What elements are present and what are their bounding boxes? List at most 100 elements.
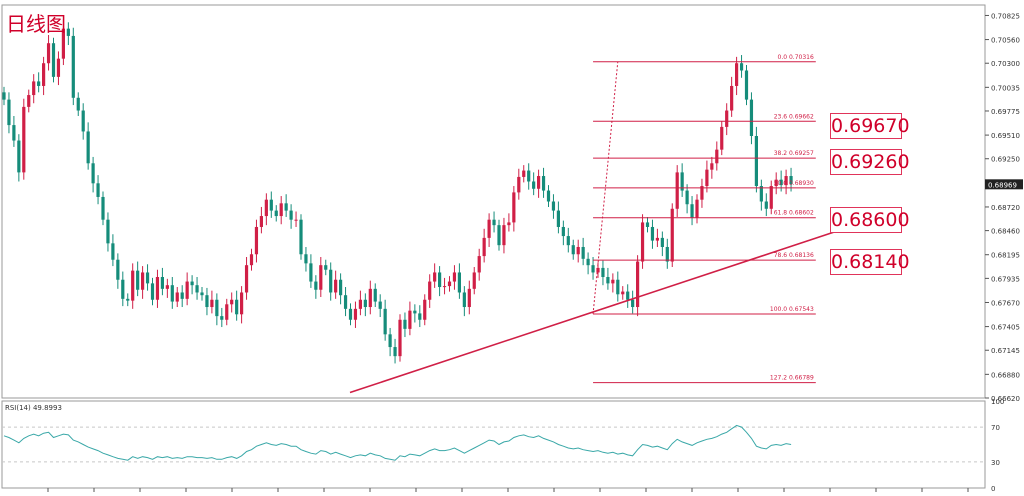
- candle-body: [259, 216, 263, 227]
- rsi-axis-label: 0: [991, 485, 995, 493]
- candle-body: [358, 299, 362, 309]
- candle-body: [398, 319, 402, 357]
- candle-body: [274, 210, 278, 217]
- candle-body: [111, 243, 115, 260]
- candle-body: [220, 316, 224, 320]
- candle-body: [759, 186, 763, 202]
- candle-body: [225, 304, 229, 320]
- candle-body: [601, 267, 605, 278]
- candle-body: [537, 176, 541, 189]
- candle-body: [735, 63, 739, 86]
- candle-body: [695, 199, 699, 218]
- y-tick-label: 0.70560: [991, 37, 1020, 45]
- candle-body: [685, 190, 689, 205]
- candle-body: [423, 299, 427, 320]
- candle-body: [46, 43, 51, 64]
- candle-body: [556, 210, 560, 227]
- candle-body: [145, 272, 150, 284]
- y-tick-label: 0.69775: [991, 108, 1020, 116]
- candle-body: [784, 176, 788, 186]
- candle-body: [269, 199, 273, 211]
- candle-body: [190, 281, 194, 286]
- candle-body: [487, 219, 491, 238]
- candle-body: [244, 265, 249, 293]
- candle-body: [324, 265, 328, 270]
- candle-body: [96, 183, 100, 197]
- rsi-axis-label: 70: [991, 424, 1000, 432]
- candle-body: [631, 299, 635, 308]
- candle-body: [215, 299, 219, 317]
- candle-body: [116, 259, 120, 280]
- rsi-label: RSI(14) 49.8993: [5, 404, 62, 412]
- candle-body: [66, 28, 70, 36]
- candle-body: [264, 199, 268, 217]
- candle-body: [373, 288, 377, 302]
- fib-level-label: 50.0 0.68930: [774, 180, 814, 187]
- candle-body: [37, 81, 41, 86]
- candle-body: [106, 219, 110, 244]
- candle-body: [502, 225, 506, 246]
- candle-body: [353, 308, 358, 320]
- candle-body: [517, 176, 521, 193]
- candle-body: [576, 246, 580, 255]
- price-pane-frame: [1, 4, 986, 399]
- y-tick-label: 0.67670: [991, 299, 1020, 307]
- candle-body: [383, 308, 387, 335]
- candle-body: [730, 85, 734, 111]
- candle-body: [571, 245, 575, 255]
- candle-body: [240, 292, 244, 315]
- candle-body: [645, 222, 650, 227]
- candle-body: [363, 299, 367, 308]
- rsi-pane-frame: [1, 400, 986, 489]
- price-pane: 0.70825 0.70560 0.70300 0.70035 0.69775 0.695…: [1, 4, 1023, 403]
- fib-level-label: 61.8 0.68602: [774, 210, 814, 217]
- current-price-label: 0.68969: [988, 181, 1017, 189]
- rsi-pane: 100 70 30 0 RSI(14) 49.8993: [1, 398, 1004, 493]
- candle-body: [527, 170, 531, 182]
- candle-body: [739, 63, 744, 71]
- candle-body: [319, 265, 323, 290]
- candle-body: [101, 196, 105, 220]
- candle-body: [150, 283, 155, 300]
- candle-body: [779, 179, 783, 186]
- candle-body: [725, 110, 729, 127]
- candle-body: [522, 170, 526, 177]
- candle-body: [155, 277, 160, 300]
- candle-body: [195, 285, 199, 293]
- candle-body: [789, 176, 793, 185]
- candle-body: [284, 203, 288, 211]
- y-tick-label: 0.68460: [991, 228, 1020, 236]
- candle-body: [591, 265, 595, 273]
- candle-body: [532, 181, 536, 189]
- candle-body: [433, 272, 437, 282]
- rsi-line: [3, 424, 792, 461]
- candle-body: [457, 272, 461, 293]
- candle-body: [254, 226, 259, 255]
- candle-body: [497, 225, 501, 246]
- candle-body: [606, 277, 610, 284]
- candle-body: [348, 308, 353, 320]
- candle-body: [185, 281, 189, 299]
- candle-body: [769, 186, 773, 209]
- y-tick-label: 0.67405: [991, 324, 1020, 332]
- candle-body: [413, 310, 417, 314]
- candle-body: [334, 279, 338, 293]
- candle-body: [744, 70, 749, 100]
- candle-body: [586, 258, 590, 266]
- candle-body: [655, 237, 659, 241]
- candle-body: [141, 272, 145, 290]
- candle-body: [7, 99, 11, 126]
- candle-body: [507, 222, 511, 226]
- level-box-2: 0.69260: [830, 149, 910, 175]
- y-tick-label: 0.68195: [991, 252, 1020, 260]
- fib-level-label: 100.0 0.67543: [770, 306, 814, 313]
- fib-level-label: 38.2 0.69257: [774, 150, 814, 157]
- y-tick-label: 0.70825: [991, 12, 1020, 20]
- candle-body: [442, 286, 447, 288]
- candle-body: [546, 190, 551, 202]
- trendline: [349, 224, 856, 394]
- chart-title: 日线图: [6, 12, 66, 36]
- level-box-4: 0.68140: [830, 249, 910, 275]
- candle-body: [289, 210, 293, 220]
